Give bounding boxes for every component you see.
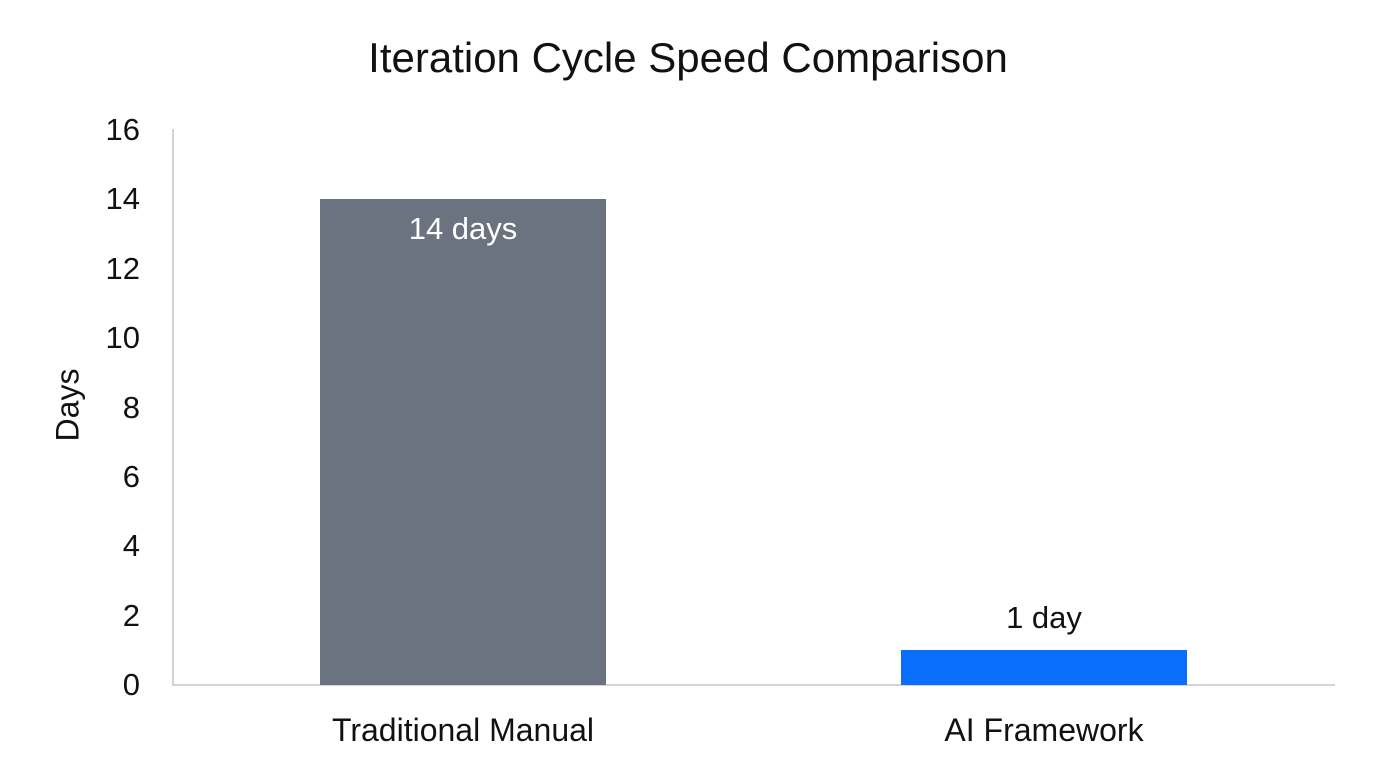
- y-tick-label: 14: [105, 181, 140, 217]
- y-tick-label: 16: [105, 112, 140, 147]
- y-tick-label: 8: [122, 389, 140, 425]
- y-tick-label: 2: [122, 597, 140, 633]
- y-axis-line: [172, 129, 174, 686]
- bar-data-label: 14 days: [408, 211, 518, 247]
- x-category-label: Traditional Manual: [331, 712, 595, 748]
- y-tick-label: 10: [105, 320, 140, 356]
- y-tick-label: 6: [122, 458, 140, 494]
- chart-title: Iteration Cycle Speed Comparison: [368, 34, 1008, 81]
- y-tick-label: 4: [122, 528, 140, 564]
- x-category-label: AI Framework: [944, 712, 1144, 748]
- bar-ai-framework: [901, 650, 1187, 685]
- y-tick-label: 0: [122, 667, 140, 702]
- y-tick-label: 12: [105, 250, 140, 286]
- bar-data-label: 1 day: [1006, 600, 1082, 636]
- x-axis-line: [172, 684, 1335, 686]
- bar-traditional-manual: [320, 199, 606, 685]
